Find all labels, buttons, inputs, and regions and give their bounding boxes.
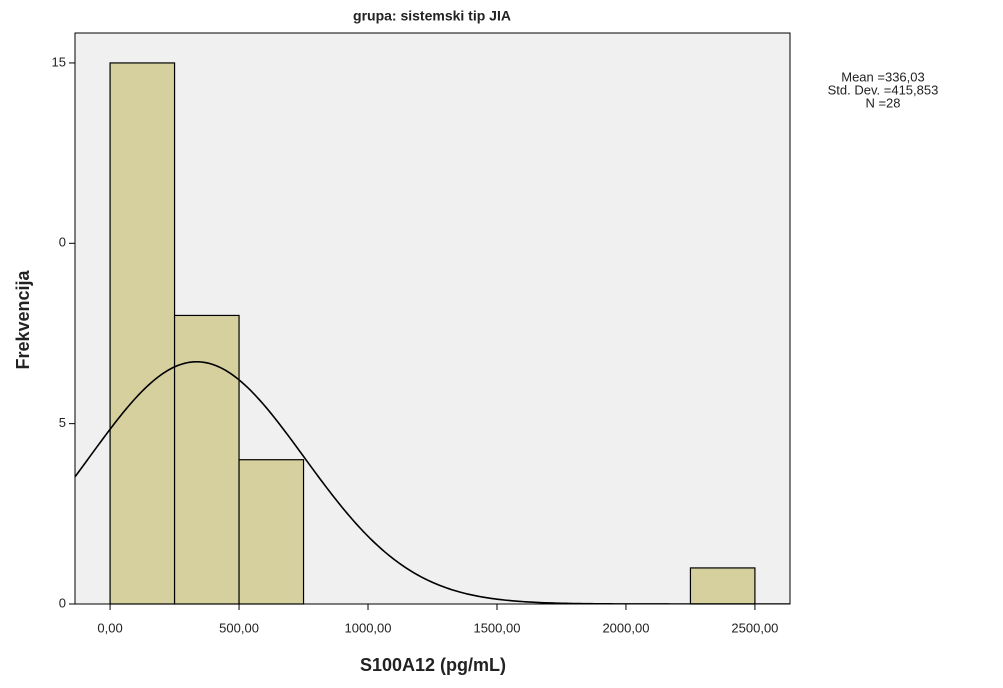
x-tick-label: 2000,00 [602, 620, 649, 635]
y-tick-label: 0 [59, 235, 66, 250]
normal-curve [75, 360, 790, 604]
x-tick-label: 1000,00 [345, 620, 392, 635]
stat-label: Std. Dev. =415,853 [828, 82, 939, 97]
stat-label: N =28 [865, 95, 900, 110]
y-tick-label: 0 [59, 595, 66, 610]
stat-label: Mean =336,03 [841, 69, 924, 84]
bar [689, 567, 756, 605]
chart-title: grupa: sistemski tip JIA [353, 8, 511, 24]
x-tick-label: 1500,00 [473, 620, 520, 635]
x-tick-label: 0,00 [97, 620, 122, 635]
bar [109, 62, 176, 605]
bar [238, 459, 305, 605]
y-tick-label: 15 [52, 54, 66, 69]
x-axis-label: S100A12 (pg/mL) [360, 655, 506, 675]
y-axis-label: Frekvencija [13, 269, 33, 369]
x-tick-label: 500,00 [219, 620, 259, 635]
x-tick-label: 2500,00 [731, 620, 778, 635]
y-tick-label: 5 [59, 415, 66, 430]
bar [173, 314, 240, 605]
